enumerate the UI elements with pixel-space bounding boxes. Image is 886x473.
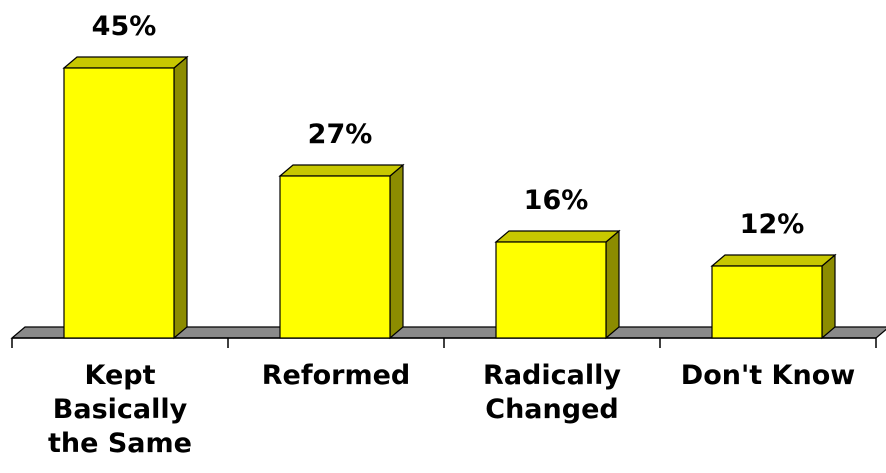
data-label: 12% bbox=[740, 209, 805, 240]
bar-top bbox=[278, 164, 405, 177]
bar-side bbox=[389, 163, 404, 340]
bar-top bbox=[494, 230, 621, 243]
category-label-line: Radically bbox=[483, 360, 621, 391]
bar bbox=[494, 229, 621, 340]
bar bbox=[278, 163, 405, 340]
bar-top bbox=[62, 56, 189, 69]
category-label: Kept Basically the Same bbox=[48, 360, 192, 459]
category-label-line: Kept bbox=[85, 360, 156, 391]
bar-top bbox=[710, 254, 837, 267]
category-label-line: Don't Know bbox=[681, 360, 855, 391]
category-label-line: Basically bbox=[53, 394, 188, 425]
bar-side bbox=[821, 253, 836, 340]
category-label-line: Changed bbox=[485, 394, 618, 425]
data-label: 16% bbox=[524, 185, 589, 216]
data-label: 45% bbox=[92, 11, 157, 42]
category-label: Don't Know bbox=[681, 360, 855, 391]
category-label-line: Reformed bbox=[262, 360, 411, 391]
category-label: Radically Changed bbox=[483, 360, 621, 425]
bar-front bbox=[63, 67, 175, 339]
data-label: 27% bbox=[308, 119, 373, 150]
bar-front bbox=[495, 241, 607, 339]
bar bbox=[62, 55, 189, 340]
bar-front bbox=[279, 175, 391, 339]
bar-side bbox=[173, 55, 188, 340]
category-label: Reformed bbox=[262, 360, 411, 391]
bars bbox=[62, 55, 837, 340]
bar-side bbox=[605, 229, 620, 340]
data-labels: 45% 27% 16% 12% bbox=[92, 11, 805, 240]
category-label-line: the Same bbox=[48, 428, 192, 459]
bar bbox=[710, 253, 837, 340]
bar-front bbox=[711, 265, 823, 339]
category-labels: Kept Basically the Same Reformed Radically Ch… bbox=[48, 360, 855, 459]
